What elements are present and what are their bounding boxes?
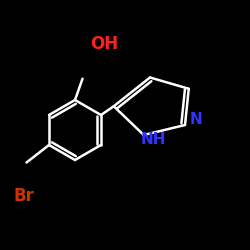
Text: NH: NH — [141, 132, 167, 148]
Text: Br: Br — [13, 187, 34, 205]
Text: N: N — [190, 112, 202, 128]
Text: OH: OH — [90, 35, 118, 53]
